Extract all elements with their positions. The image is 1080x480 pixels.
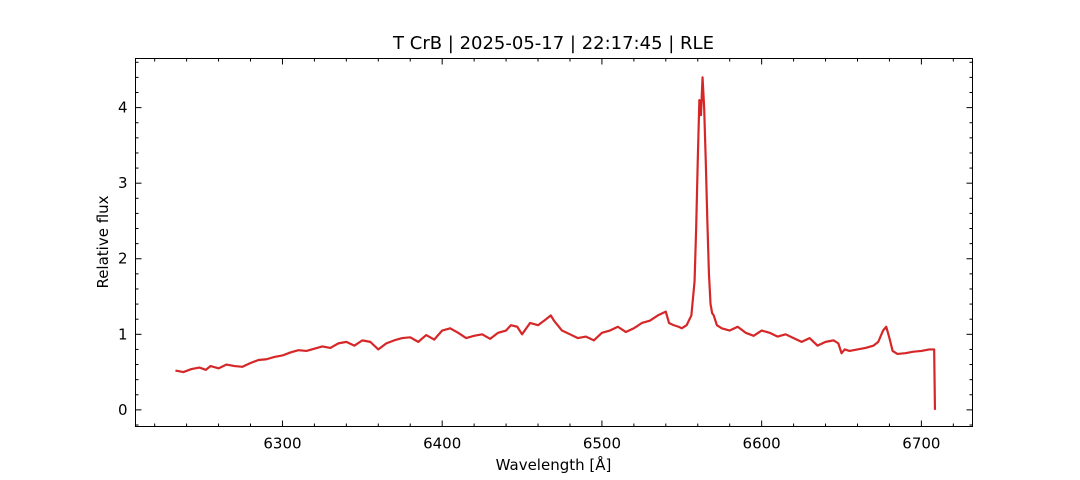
x-axis-label: Wavelength [Å] — [496, 455, 612, 474]
series-line — [175, 76, 937, 410]
plot-frame — [135, 58, 973, 427]
axis-ticks: 6300 6400 6500 6600 6700 0 1 2 3 4 — [118, 58, 973, 453]
x-tick-label: 6400 — [423, 435, 461, 453]
y-tick-label: 2 — [118, 250, 128, 268]
y-axis-label: Relative flux — [94, 195, 112, 288]
y-tick-label: 0 — [118, 401, 128, 419]
x-tick-label: 6700 — [902, 435, 940, 453]
y-tick-label: 3 — [118, 174, 128, 192]
x-tick-label: 6500 — [583, 435, 621, 453]
x-tick-label: 6300 — [263, 435, 301, 453]
y-tick-label: 1 — [118, 325, 128, 343]
x-tick-label: 6600 — [743, 435, 781, 453]
y-tick-label: 4 — [118, 99, 128, 117]
chart-title: T CrB | 2025-05-17 | 22:17:45 | RLE — [392, 33, 714, 54]
